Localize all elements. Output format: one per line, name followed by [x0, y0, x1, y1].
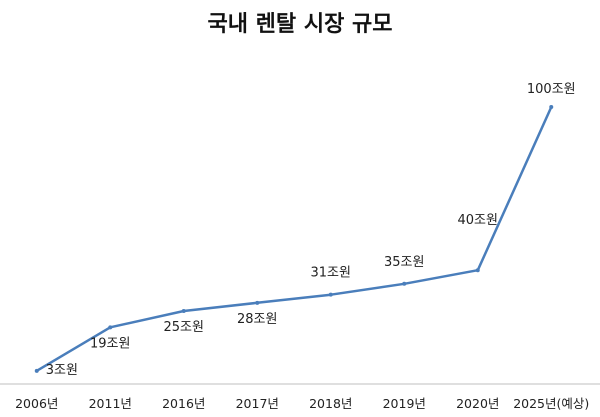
data-label: 3조원 — [46, 363, 78, 378]
data-point — [549, 105, 554, 109]
x-tick-label: 2020년 — [456, 396, 499, 411]
x-tick-label: 2019년 — [383, 396, 426, 411]
x-tick-label: 2025년(예상) — [513, 396, 589, 411]
data-point — [34, 368, 39, 373]
data-label: 100조원 — [527, 82, 576, 97]
x-tick-label: 2017년 — [236, 396, 279, 411]
data-label: 31조원 — [311, 266, 351, 281]
x-tick-label: 2016년 — [162, 396, 205, 411]
data-label: 19조원 — [90, 336, 130, 351]
data-label: 25조원 — [164, 320, 204, 335]
series-line — [36, 106, 553, 372]
data-point — [255, 300, 260, 305]
x-tick-label: 2006년 — [15, 396, 58, 411]
data-point — [181, 309, 186, 313]
x-tick-label: 2018년 — [309, 396, 352, 411]
chart-title: 국내 렌탈 시장 규모 — [207, 12, 393, 37]
data-point — [475, 268, 480, 273]
data-label: 28조원 — [237, 312, 277, 327]
data-point — [108, 325, 113, 330]
data-label: 35조원 — [384, 255, 424, 270]
data-label: 40조원 — [458, 213, 498, 228]
x-tick-label: 2011년 — [89, 396, 132, 411]
data-point — [402, 281, 407, 286]
data-point — [328, 292, 333, 297]
